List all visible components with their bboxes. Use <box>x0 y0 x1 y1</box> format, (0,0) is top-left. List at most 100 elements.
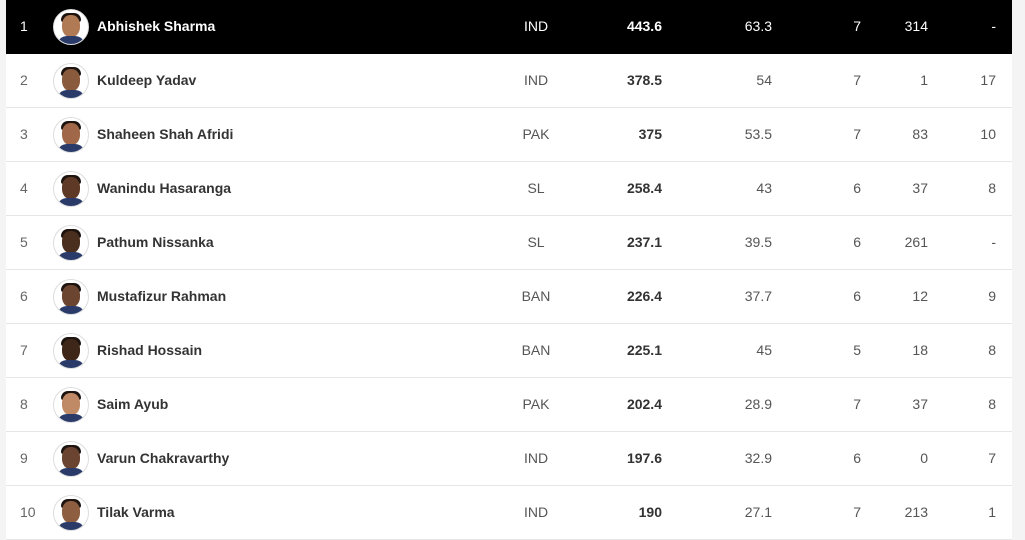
player-name[interactable]: Pathum Nissanka <box>97 234 214 250</box>
wickets: - <box>991 234 996 250</box>
player-avatar-icon <box>53 225 89 261</box>
table-row[interactable]: 5 Pathum Nissanka SL 237.1 39.5 6 261 - <box>6 216 1012 270</box>
table-row[interactable]: 9 Varun Chakravarthy IND 197.6 32.9 6 0 … <box>6 432 1012 486</box>
wickets: 8 <box>988 180 996 196</box>
runs: 37 <box>912 396 928 412</box>
country: PAK <box>522 396 550 412</box>
rank: 8 <box>20 396 28 412</box>
average: 27.1 <box>744 504 772 520</box>
rank: 4 <box>20 180 28 196</box>
wickets: 7 <box>988 450 996 466</box>
wickets: - <box>991 18 996 34</box>
country: PAK <box>522 126 550 142</box>
player-avatar-icon <box>53 171 89 207</box>
matches: 7 <box>853 126 861 142</box>
points: 378.5 <box>626 72 662 88</box>
player-avatar-icon <box>53 63 89 99</box>
player-name[interactable]: Varun Chakravarthy <box>97 450 230 466</box>
player-name[interactable]: Saim Ayub <box>97 396 169 412</box>
matches: 6 <box>853 450 861 466</box>
player-name[interactable]: Abhishek Sharma <box>97 18 216 34</box>
runs: 314 <box>904 18 928 34</box>
player-avatar-icon <box>53 495 89 531</box>
player-name[interactable]: Kuldeep Yadav <box>97 72 197 88</box>
matches: 7 <box>853 396 861 412</box>
country: IND <box>523 72 549 88</box>
table-row[interactable]: 6 Mustafizur Rahman BAN 226.4 37.7 6 12 … <box>6 270 1012 324</box>
runs: 83 <box>912 126 928 142</box>
rank: 7 <box>20 342 28 358</box>
average: 28.9 <box>744 396 772 412</box>
average: 45 <box>756 342 772 358</box>
points: 375 <box>638 126 662 142</box>
average: 39.5 <box>744 234 772 250</box>
runs: 12 <box>912 288 928 304</box>
player-avatar-icon <box>53 387 89 423</box>
country: IND <box>523 450 549 466</box>
matches: 5 <box>853 342 861 358</box>
points: 190 <box>638 504 662 520</box>
points: 443.6 <box>626 18 662 34</box>
wickets: 10 <box>980 126 996 142</box>
wickets: 8 <box>988 396 996 412</box>
matches: 7 <box>853 72 861 88</box>
runs: 1 <box>920 72 928 88</box>
runs: 213 <box>904 504 928 520</box>
wickets: 17 <box>980 72 996 88</box>
matches: 7 <box>853 18 861 34</box>
player-name[interactable]: Shaheen Shah Afridi <box>97 126 234 142</box>
table-row[interactable]: 2 Kuldeep Yadav IND 378.5 54 7 1 17 <box>6 54 1012 108</box>
runs: 0 <box>920 450 928 466</box>
table-row[interactable]: 7 Rishad Hossain BAN 225.1 45 5 18 8 <box>6 324 1012 378</box>
rank: 10 <box>20 504 36 520</box>
table-row[interactable]: 1 Abhishek Sharma IND 443.6 63.3 7 314 - <box>6 0 1012 54</box>
rank: 3 <box>20 126 28 142</box>
player-name[interactable]: Wanindu Hasaranga <box>97 180 232 196</box>
player-avatar-icon <box>53 441 89 477</box>
points: 237.1 <box>626 234 662 250</box>
wickets: 9 <box>988 288 996 304</box>
rank: 9 <box>20 450 28 466</box>
player-rankings-table: 1 Abhishek Sharma IND 443.6 63.3 7 314 -… <box>6 0 1012 540</box>
player-name[interactable]: Tilak Varma <box>97 504 175 520</box>
average: 54 <box>756 72 772 88</box>
table-row[interactable]: 8 Saim Ayub PAK 202.4 28.9 7 37 8 <box>6 378 1012 432</box>
points: 226.4 <box>626 288 662 304</box>
average: 37.7 <box>744 288 772 304</box>
points: 202.4 <box>626 396 662 412</box>
country: BAN <box>521 342 551 358</box>
table-row[interactable]: 10 Tilak Varma IND 190 27.1 7 213 1 <box>6 486 1012 540</box>
runs: 18 <box>912 342 928 358</box>
player-name[interactable]: Mustafizur Rahman <box>97 288 227 304</box>
wickets: 1 <box>988 504 996 520</box>
runs: 261 <box>904 234 928 250</box>
country: BAN <box>521 288 551 304</box>
country: IND <box>523 504 549 520</box>
rank: 2 <box>20 72 28 88</box>
player-avatar-icon <box>53 279 89 315</box>
wickets: 8 <box>988 342 996 358</box>
country: SL <box>527 180 545 196</box>
average: 32.9 <box>744 450 772 466</box>
runs: 37 <box>912 180 928 196</box>
table-row[interactable]: 3 Shaheen Shah Afridi PAK 375 53.5 7 83 … <box>6 108 1012 162</box>
average: 53.5 <box>744 126 772 142</box>
average: 63.3 <box>744 18 772 34</box>
rank: 6 <box>20 288 28 304</box>
player-name[interactable]: Rishad Hossain <box>97 342 203 358</box>
points: 258.4 <box>626 180 662 196</box>
points: 225.1 <box>626 342 662 358</box>
player-avatar-icon <box>53 333 89 369</box>
table-row[interactable]: 4 Wanindu Hasaranga SL 258.4 43 6 37 8 <box>6 162 1012 216</box>
rank: 5 <box>20 234 28 250</box>
rank: 1 <box>20 18 28 34</box>
country: IND <box>523 18 549 34</box>
country: SL <box>527 234 545 250</box>
points: 197.6 <box>626 450 662 466</box>
matches: 6 <box>853 288 861 304</box>
player-avatar-icon <box>53 117 89 153</box>
player-avatar-icon <box>53 9 89 45</box>
matches: 6 <box>853 180 861 196</box>
average: 43 <box>756 180 772 196</box>
matches: 6 <box>853 234 861 250</box>
